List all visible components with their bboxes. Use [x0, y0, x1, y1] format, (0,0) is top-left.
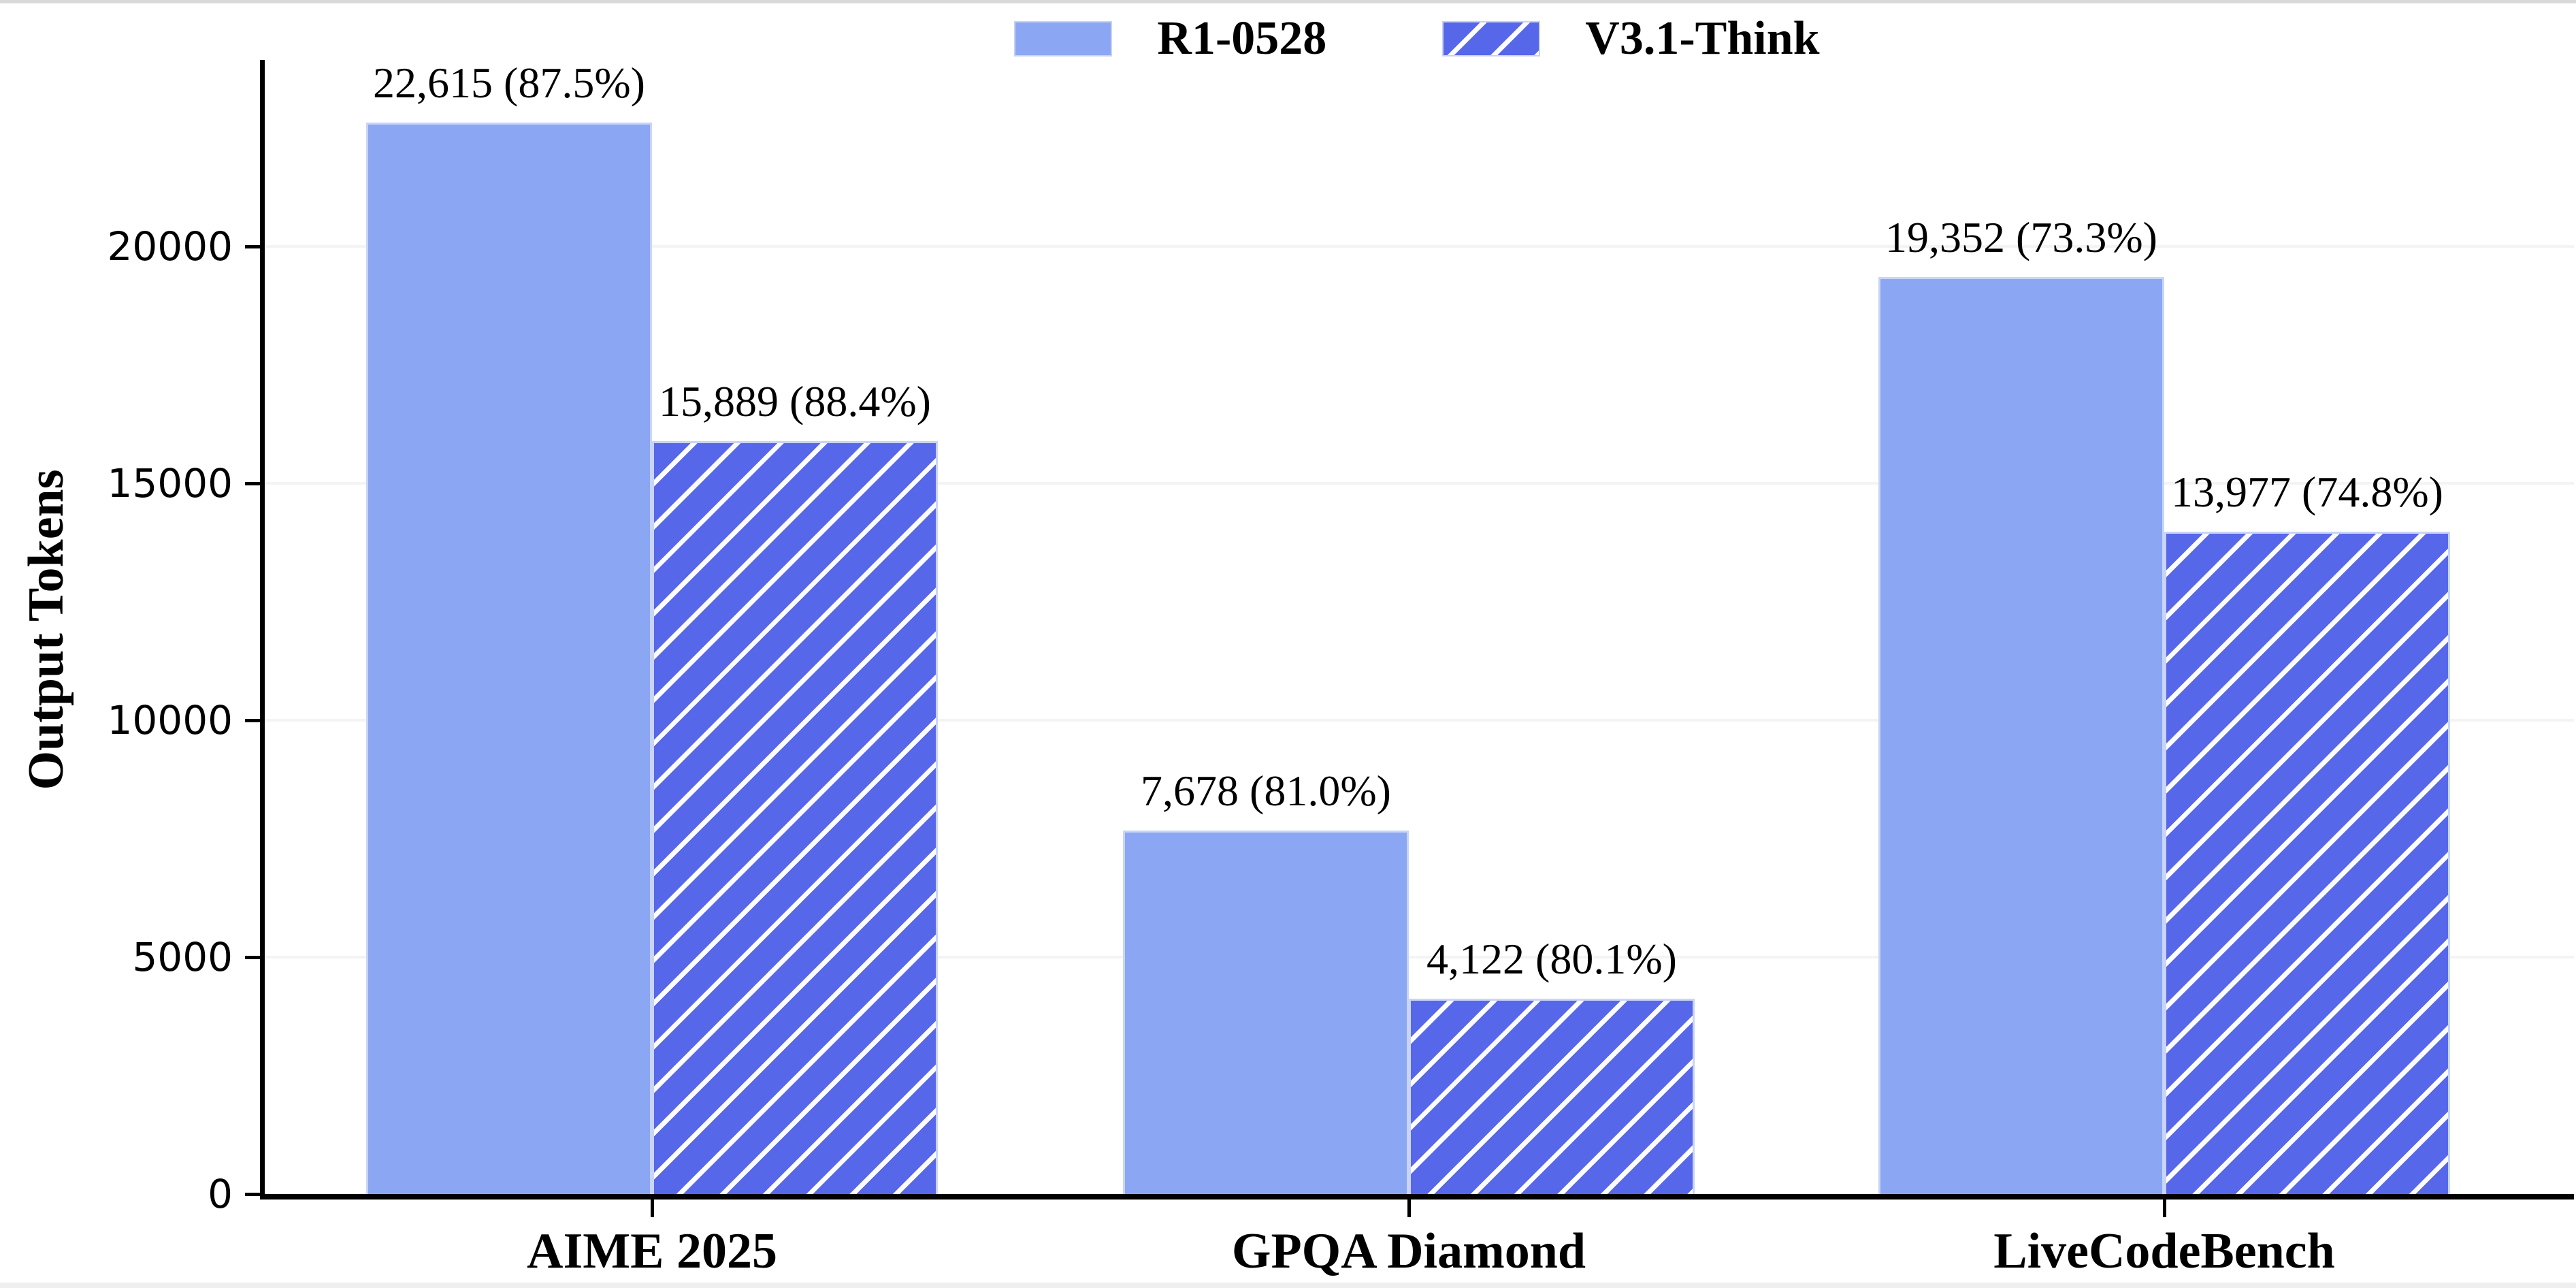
- value-label-r1-0528-aime-2025: 22,615 (87.5%): [373, 59, 645, 107]
- legend-swatch-hatched: [1442, 21, 1541, 57]
- y-tick-0: [245, 1193, 260, 1196]
- y-tick-15000: [245, 482, 260, 485]
- y-tick-label-5000: 5000: [132, 934, 233, 980]
- value-label-r1-0528-livecodebench: 19,352 (73.3%): [1885, 213, 2157, 261]
- y-axis-spine: [260, 60, 265, 1200]
- y-tick-label-0: 0: [208, 1171, 233, 1217]
- gridline-10000: [260, 719, 2574, 722]
- y-axis-title: Output Tokens: [18, 469, 74, 790]
- y-tick-label-20000: 20000: [107, 223, 233, 270]
- value-label-r1-0528-gpqa-diamond: 7,678 (81.0%): [1141, 767, 1391, 815]
- value-label-v3-1-think-aime-2025: 15,889 (88.4%): [659, 377, 931, 425]
- legend-item-r1-0528: R1-0528: [1014, 15, 1326, 63]
- legend-item-v31-think: V3.1-Think: [1442, 12, 1820, 65]
- x-axis-spine: [260, 1194, 2574, 1200]
- y-tick-label-10000: 10000: [107, 697, 233, 743]
- legend: R1-0528 V3.1-Think: [260, 8, 2574, 69]
- bar-r1-0528-livecodebench: [1878, 277, 2164, 1194]
- bar-r1-0528-aime-2025: [366, 123, 652, 1194]
- x-tick-gpqa-diamond: [1407, 1200, 1411, 1217]
- bar-v3-1-think-livecodebench: [2164, 532, 2450, 1194]
- x-tick-livecodebench: [2163, 1200, 2166, 1217]
- gridline-15000: [260, 482, 2574, 485]
- y-tick-label-15000: 15000: [107, 460, 233, 506]
- bar-v3-1-think-gpqa-diamond: [1409, 999, 1695, 1194]
- legend-label-r1-0528: R1-0528: [1157, 12, 1327, 65]
- page-top-edge: [0, 0, 2576, 3]
- y-tick-5000: [245, 956, 260, 959]
- bar-v3-1-think-aime-2025: [652, 441, 938, 1194]
- gridline-5000: [260, 956, 2574, 959]
- y-tick-20000: [245, 245, 260, 248]
- category-label-aime-2025: AIME 2025: [527, 1223, 777, 1279]
- gridline-20000: [260, 245, 2574, 248]
- legend-swatch-solid: [1014, 21, 1113, 57]
- x-tick-aime-2025: [651, 1200, 654, 1217]
- value-label-v3-1-think-livecodebench: 13,977 (74.8%): [2171, 468, 2443, 516]
- category-label-gpqa-diamond: GPQA Diamond: [1231, 1223, 1586, 1279]
- y-tick-10000: [245, 719, 260, 722]
- category-label-livecodebench: LiveCodeBench: [1993, 1223, 2335, 1279]
- value-label-v3-1-think-gpqa-diamond: 4,122 (80.1%): [1426, 935, 1677, 983]
- bar-r1-0528-gpqa-diamond: [1123, 831, 1409, 1194]
- legend-label-v31-think: V3.1-Think: [1585, 12, 1820, 65]
- page-bottom-edge: [0, 1283, 2576, 1288]
